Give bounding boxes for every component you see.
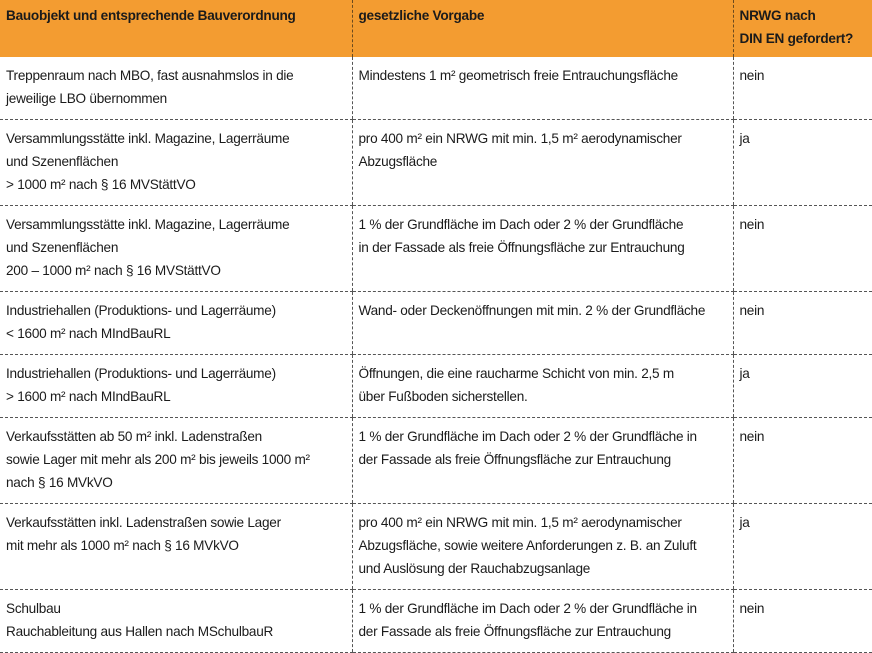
cell-line: DIN EN gefordert? [739,31,854,46]
cell-line: Verkaufsstätten inkl. Ladenstraßen sowie… [6,515,281,530]
table-row: Verkaufsstätten ab 50 m² inkl. Ladenstra… [0,417,872,504]
cell-line: der Fassade als freie Öffnungsfläche zur… [358,624,672,639]
cell-line: und Auslösung der Rauchabzugsanlage [358,561,591,576]
table-row: Industriehallen (Produktions- und Lagerr… [0,291,872,355]
table-cell: 1 % der Grundfläche im Dach oder 2 % der… [351,589,733,653]
table-row: Verkaufsstätten inkl. Ladenstraßen sowie… [0,503,872,590]
cell-line: pro 400 m² ein NRWG mit min. 1,5 m² aero… [358,515,682,530]
table-cell: nein [732,291,872,355]
table-cell: Verkaufsstätten inkl. Ladenstraßen sowie… [0,503,352,590]
cell-line: und Szenenflächen [6,240,119,255]
table-cell: nein [732,205,872,292]
cell-line: nach § 16 MVkVO [6,475,113,490]
cell-line: 1 % der Grundfläche im Dach oder 2 % der… [358,217,684,232]
cell-line: 1 % der Grundfläche im Dach oder 2 % der… [358,429,698,444]
table-cell: nein [732,417,872,504]
cell-line: und Szenenflächen [6,154,119,169]
cell-line: Versammlungsstätte inkl. Magazine, Lager… [6,131,290,146]
cell-line: der Fassade als freie Öffnungsfläche zur… [358,452,672,467]
cell-line: nein [739,601,765,616]
cell-line: Abzugsfläche [358,154,438,169]
cell-line: < 1600 m² nach MIndBauRL [6,326,171,341]
cell-line: Industriehallen (Produktions- und Lagerr… [6,366,276,381]
table-cell: 1 % der Grundfläche im Dach oder 2 % der… [351,205,733,292]
cell-line: nein [739,217,765,232]
cell-line: nein [739,303,765,318]
cell-line: über Fußboden sicherstellen. [358,389,528,404]
cell-line: NRWG nach [739,8,816,23]
table-row: Industriehallen (Produktions- und Lagerr… [0,354,872,418]
table-cell: pro 400 m² ein NRWG mit min. 1,5 m² aero… [351,119,733,206]
cell-line: nein [739,68,765,83]
table-cell: Versammlungsstätte inkl. Magazine, Lager… [0,119,352,206]
cell-line: 200 – 1000 m² nach § 16 MVStättVO [6,263,221,278]
cell-line: pro 400 m² ein NRWG mit min. 1,5 m² aero… [358,131,682,146]
table-row: Versammlungsstätte inkl. Magazine, Lager… [0,205,872,292]
cell-line: ja [739,131,750,146]
table-cell: Mindestens 1 m² geometrisch freie Entrau… [351,57,733,120]
table-cell: Industriehallen (Produktions- und Lagerr… [0,354,352,418]
table-cell: Schulbau Rauchableitung aus Hallen nach M… [0,589,352,653]
cell-line: > 1000 m² nach § 16 MVStättVO [6,177,196,192]
table-cell: nein [732,589,872,653]
table-cell: Verkaufsstätten ab 50 m² inkl. Ladenstra… [0,417,352,504]
header-row: Bauobjekt und entsprechende Bauverordnun… [0,0,872,57]
cell-line: > 1600 m² nach MIndBauRL [6,389,171,404]
header-cell: gesetzliche Vorgabe [351,0,733,57]
cell-line: in der Fassade als freie Öffnungsfläche … [358,240,685,255]
cell-line: Wand- oder Deckenöffnungen mit min. 2 % … [358,303,706,318]
table-header: Bauobjekt und entsprechende Bauverordnun… [0,0,872,57]
cell-line: mit mehr als 1000 m² nach § 16 MVkVO [6,538,239,553]
table-cell: ja [732,503,872,590]
table-cell: pro 400 m² ein NRWG mit min. 1,5 m² aero… [351,503,733,590]
cell-line: Schulbau [6,601,61,616]
cell-line: Versammlungsstätte inkl. Magazine, Lager… [6,217,290,232]
cell-line: 1 % der Grundfläche im Dach oder 2 % der… [358,601,698,616]
table-cell: nein [732,57,872,120]
table-cell: 1 % der Grundfläche im Dach oder 2 % der… [351,417,733,504]
table-cell: Wand- oder Deckenöffnungen mit min. 2 % … [351,291,733,355]
cell-line: nein [739,429,765,444]
cell-line: Abzugsfläche, sowie weitere Anforderunge… [358,538,697,553]
cell-line: Verkaufsstätten ab 50 m² inkl. Ladenstra… [6,429,262,444]
table-cell: ja [732,119,872,206]
table-cell: Industriehallen (Produktions- und Lagerr… [0,291,352,355]
table-cell: Treppenraum nach MBO, fast ausnahmslos i… [0,57,352,120]
table-cell: ja [732,354,872,418]
cell-line: Rauchableitung aus Hallen nach MSchulbau… [6,624,274,639]
cell-line: Bauobjekt und entsprechende Bauverordnun… [6,8,296,23]
cell-line: Treppenraum nach MBO, fast ausnahmslos i… [6,68,294,83]
header-cell: NRWG nach DIN EN gefordert? [732,0,872,57]
table-cell: Versammlungsstätte inkl. Magazine, Lager… [0,205,352,292]
cell-line: Industriehallen (Produktions- und Lagerr… [6,303,276,318]
header-cell: Bauobjekt und entsprechende Bauverordnun… [0,0,352,57]
cell-line: Öffnungen, die eine raucharme Schicht vo… [358,366,675,381]
table-row: Treppenraum nach MBO, fast ausnahmslos i… [0,57,872,120]
cell-line: Mindestens 1 m² geometrisch freie Entrau… [358,68,679,83]
table-cell: Öffnungen, die eine raucharme Schicht vo… [351,354,733,418]
cell-line: ja [739,515,750,530]
table-row: Schulbau Rauchableitung aus Hallen nach M… [0,589,872,653]
cell-line: ja [739,366,750,381]
cell-line: jeweilige LBO übernommen [6,91,167,106]
table-body: Treppenraum nach MBO, fast ausnahmslos i… [0,57,872,653]
cell-line: sowie Lager mit mehr als 200 m² bis jewe… [6,452,310,467]
table-row: Versammlungsstätte inkl. Magazine, Lager… [0,119,872,206]
cell-line: gesetzliche Vorgabe [358,8,485,23]
